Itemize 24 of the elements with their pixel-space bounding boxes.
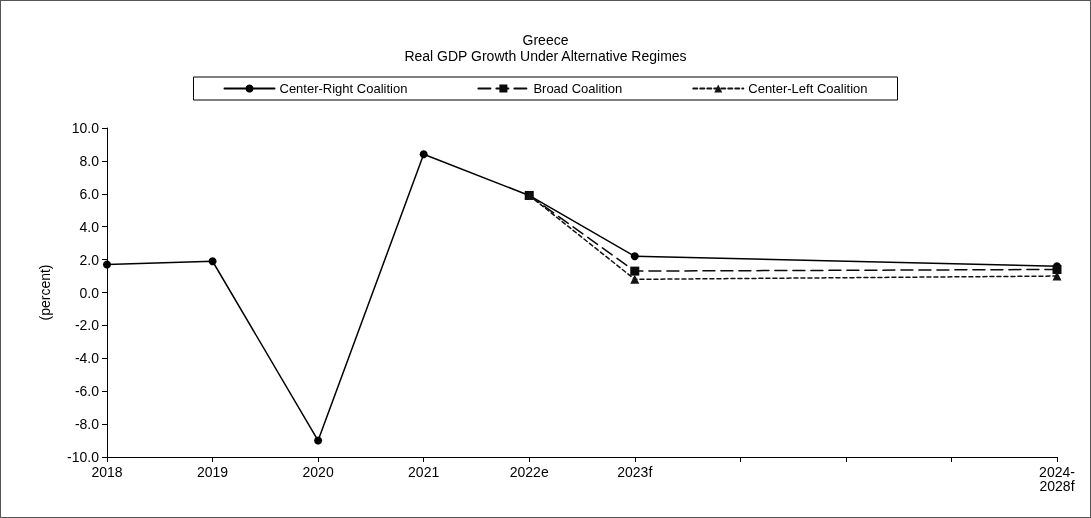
x-tick-label: 2019 — [196, 464, 229, 480]
x-tick-label: 2023f — [617, 464, 653, 480]
x-tick-label: 2018 — [91, 464, 123, 480]
y-tick-label: -8.0 — [74, 416, 100, 433]
y-tick-label: 0.0 — [79, 284, 100, 301]
y-tick-label: 10.0 — [71, 120, 100, 136]
legend-label: Broad Coalition — [533, 81, 623, 96]
chart-title: Greece — [522, 32, 569, 48]
y-axis-title: (percent) — [37, 264, 53, 321]
y-tick-label: 8.0 — [79, 152, 100, 169]
y-tick-label: 2.0 — [79, 251, 100, 268]
x-tick-label: 2024-2028f — [1039, 464, 1076, 494]
legend-label: Center-Right Coalition — [279, 81, 408, 96]
y-tick-label: -2.0 — [74, 317, 100, 334]
x-tick-label: 2022e — [509, 464, 549, 480]
x-tick-label: 2021 — [408, 464, 440, 480]
y-tick-label: -10.0 — [67, 449, 100, 465]
y-tick-label: -6.0 — [74, 383, 100, 400]
y-tick-label: 4.0 — [79, 218, 100, 235]
y-tick-label: -4.0 — [74, 350, 100, 367]
chart-subtitle: Real GDP Growth Under Alternative Regimes — [404, 48, 687, 64]
legend-label: Center-Left Coalition — [748, 81, 868, 96]
y-tick-label: 6.0 — [79, 185, 100, 202]
x-tick-label: 2020 — [302, 464, 334, 480]
